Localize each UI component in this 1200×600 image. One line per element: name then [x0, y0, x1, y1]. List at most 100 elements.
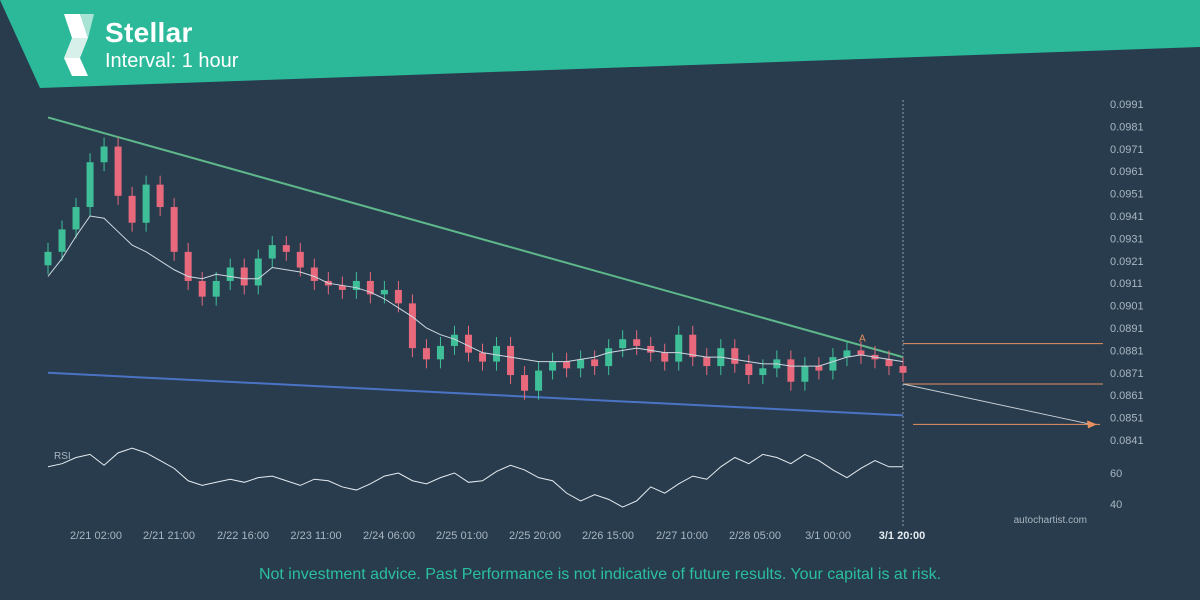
bullish-candle	[577, 359, 585, 369]
price-tick-label: 0.0871	[1110, 368, 1144, 380]
bearish-candle	[156, 184, 164, 208]
bullish-candle	[549, 361, 557, 371]
price-tick-label: 0.0851	[1110, 413, 1144, 425]
bearish-candle	[563, 361, 571, 369]
price-tick-label: 0.0951	[1110, 189, 1144, 201]
bearish-candle	[198, 280, 206, 297]
bearish-candle	[170, 207, 178, 252]
time-tick-label: 2/27 10:00	[656, 530, 708, 542]
bearish-candle	[422, 348, 430, 360]
risk-disclaimer: Not investment advice. Past Performance …	[258, 566, 942, 583]
bearish-candle	[689, 334, 697, 358]
watermark: autochartist.com	[1013, 515, 1087, 526]
bearish-candle	[282, 245, 290, 252]
banner-shape	[0, 0, 1200, 88]
bullish-candle	[142, 184, 150, 223]
price-tick-label: 0.0971	[1110, 144, 1144, 156]
instrument-title: Stellar	[105, 17, 193, 48]
support-trendline	[47, 371, 904, 417]
rsi-tick-label: 40	[1110, 499, 1122, 511]
bullish-candle	[436, 345, 444, 360]
bullish-candle	[759, 368, 767, 376]
bullish-candle	[86, 162, 94, 208]
bearish-candle	[647, 345, 655, 353]
bullish-candle	[380, 289, 388, 295]
price-tick-label: 0.0841	[1110, 435, 1144, 447]
bearish-candle	[815, 366, 823, 371]
bearish-candle	[408, 303, 416, 349]
time-tick-label: 3/1 00:00	[805, 530, 851, 542]
price-tick-label: 0.0861	[1110, 390, 1144, 402]
bullish-candle	[58, 229, 66, 252]
time-tick-label: 2/25 01:00	[436, 530, 488, 542]
rsi-tick-label: 60	[1110, 468, 1122, 480]
bullish-candle	[450, 334, 458, 346]
bearish-candle	[633, 339, 641, 346]
bearish-candle	[464, 334, 472, 353]
bullish-candle	[843, 350, 851, 358]
price-tick-label: 0.0961	[1110, 166, 1144, 178]
bullish-candle	[100, 146, 108, 163]
price-tick-label: 0.0921	[1110, 256, 1144, 268]
bullish-candle	[535, 370, 543, 391]
bearish-candle	[128, 195, 136, 223]
time-tick-label: 2/24 06:00	[363, 530, 415, 542]
bullish-candle	[72, 207, 80, 230]
bearish-candle	[479, 352, 487, 362]
price-tick-label: 0.0941	[1110, 211, 1144, 223]
price-tick-label: 0.0991	[1110, 99, 1144, 111]
bearish-candle	[338, 285, 346, 290]
bullish-candle	[226, 267, 234, 281]
bullish-candle	[801, 366, 809, 382]
time-tick-label: 2/28 05:00	[729, 530, 781, 542]
bearish-candle	[731, 348, 739, 364]
bullish-candle	[254, 258, 262, 286]
bullish-candle	[619, 339, 627, 349]
bullish-candle	[605, 348, 613, 367]
time-tick-label: 2/22 16:00	[217, 530, 269, 542]
bearish-candle	[787, 359, 795, 382]
time-tick-label: 2/21 02:00	[70, 530, 122, 542]
time-tick-label: 2/23 11:00	[290, 530, 341, 542]
header-banner	[0, 0, 1200, 88]
time-tick-label: 2/25 20:00	[509, 530, 561, 542]
bearish-candle	[114, 146, 122, 196]
bullish-candle	[212, 280, 220, 297]
bearish-candle	[240, 267, 248, 286]
bullish-candle	[493, 345, 501, 362]
bearish-candle	[661, 352, 669, 362]
rsi-label: RSI	[54, 451, 71, 462]
resistance-trendline	[47, 116, 904, 359]
bearish-candle	[899, 366, 907, 373]
rsi-line	[47, 447, 903, 508]
bearish-candle	[745, 363, 753, 376]
projection-arrowhead	[1087, 420, 1097, 429]
moving-average-line	[47, 215, 904, 367]
bearish-candle	[184, 251, 192, 281]
price-tick-label: 0.0891	[1110, 323, 1144, 335]
bearish-candle	[394, 289, 402, 304]
time-tick-label: 2/21 21:00	[143, 530, 195, 542]
price-tick-label: 0.0981	[1110, 121, 1144, 133]
bullish-candle	[829, 357, 837, 371]
bearish-candle	[310, 267, 318, 281]
price-tick-label: 0.0931	[1110, 233, 1144, 245]
bullish-candle	[352, 280, 360, 290]
price-tick-label: 0.0881	[1110, 345, 1144, 357]
time-tick-label: 2/26 15:00	[582, 530, 634, 542]
bearish-candle	[521, 375, 529, 391]
point-a-label: A	[859, 334, 866, 345]
bearish-candle	[366, 280, 374, 295]
bullish-candle	[268, 245, 276, 259]
price-tick-label: 0.0911	[1110, 278, 1143, 290]
interval-label: Interval: 1 hour	[105, 50, 239, 72]
bullish-candle	[44, 251, 52, 266]
bearish-candle	[703, 357, 711, 367]
price-tick-label: 0.0901	[1110, 301, 1144, 313]
stellar-logo-icon	[64, 14, 94, 76]
bearish-candle	[857, 350, 865, 355]
bearish-candle	[507, 345, 515, 376]
projection-arrow-line	[902, 383, 1092, 425]
bearish-candle	[885, 359, 893, 367]
